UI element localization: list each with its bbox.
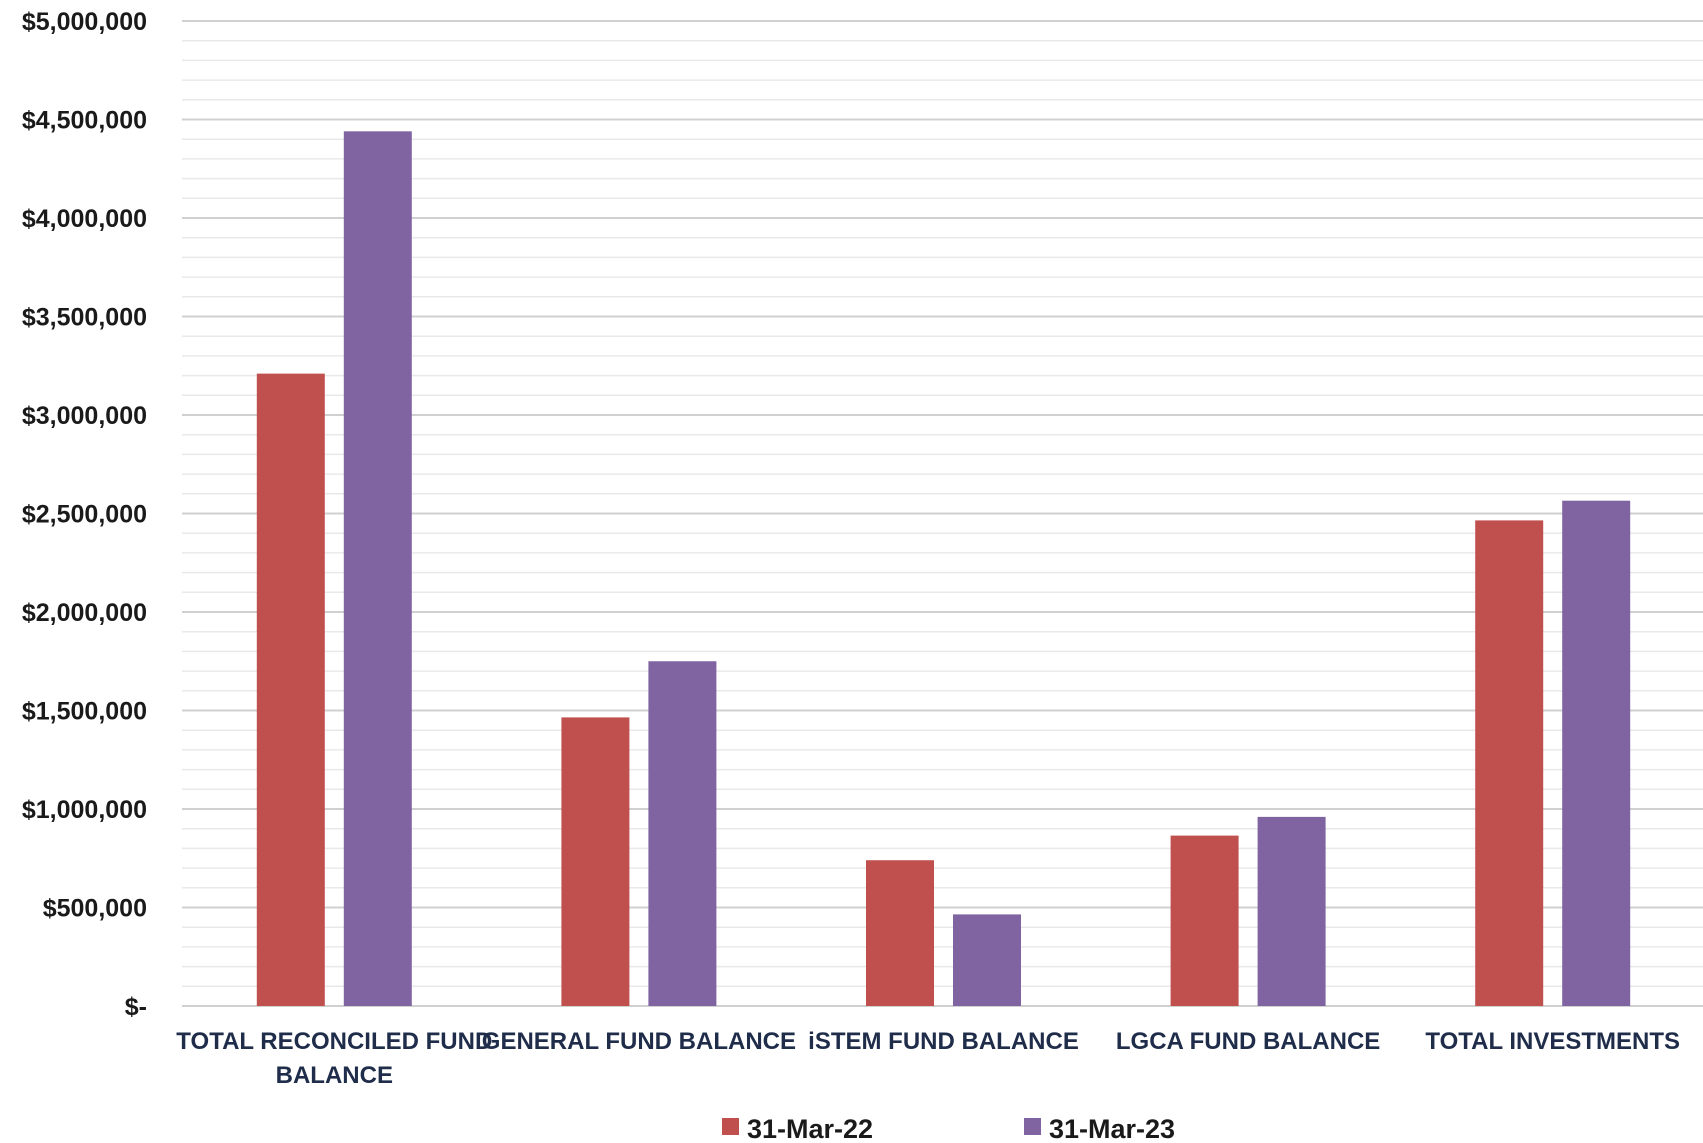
bar	[1475, 520, 1544, 1006]
x-category-label: GENERAL FUND BALANCE	[482, 1028, 796, 1055]
bar	[648, 661, 717, 1006]
y-tick-label: $4,000,000	[22, 205, 147, 233]
x-category-label: TOTAL INVESTMENTS	[1425, 1028, 1680, 1055]
bar	[953, 914, 1021, 1006]
bar	[1170, 835, 1239, 1006]
legend-label: 31-Mar-23	[1049, 1114, 1175, 1143]
y-tick-label: $3,000,000	[22, 402, 147, 430]
bar	[1562, 500, 1631, 1006]
y-tick-label: $5,000,000	[22, 8, 147, 36]
x-category-label: iSTEM FUND BALANCE	[808, 1028, 1079, 1055]
y-tick-label: $2,500,000	[22, 501, 147, 529]
bar	[561, 717, 630, 1006]
y-tick-label: $500,000	[43, 895, 147, 923]
legend-swatch	[1024, 1118, 1041, 1135]
y-tick-label: $-	[125, 993, 147, 1021]
x-category-label: LGCA FUND BALANCE	[1116, 1028, 1380, 1055]
x-category-label: BALANCE	[276, 1062, 393, 1089]
legend-swatch	[722, 1118, 739, 1135]
bars	[256, 131, 1631, 1006]
bar	[866, 860, 934, 1006]
bar	[256, 373, 325, 1006]
legend-item: 31-Mar-22	[722, 1114, 873, 1143]
y-tick-label: $4,500,000	[22, 107, 147, 135]
y-tick-label: $2,000,000	[22, 599, 147, 627]
y-tick-label: $1,500,000	[22, 698, 147, 726]
y-tick-label: $3,500,000	[22, 304, 147, 332]
legend: 31-Mar-22 31-Mar-23	[722, 1114, 1175, 1143]
legend-item: 31-Mar-23	[1024, 1114, 1175, 1143]
gridlines	[182, 20, 1703, 1007]
legend-label: 31-Mar-22	[747, 1114, 873, 1143]
y-axis-tick-labels: $- $500,000 $1,000,000 $1,500,000 $2,000,000…	[22, 8, 147, 1021]
bar	[1257, 816, 1326, 1006]
bar	[343, 131, 412, 1006]
y-tick-label: $1,000,000	[22, 796, 147, 824]
x-axis-category-labels: TOTAL RECONCILED FUND BALANCE GENERAL FUND…	[176, 1028, 1680, 1089]
x-category-label: TOTAL RECONCILED FUND	[176, 1028, 492, 1055]
